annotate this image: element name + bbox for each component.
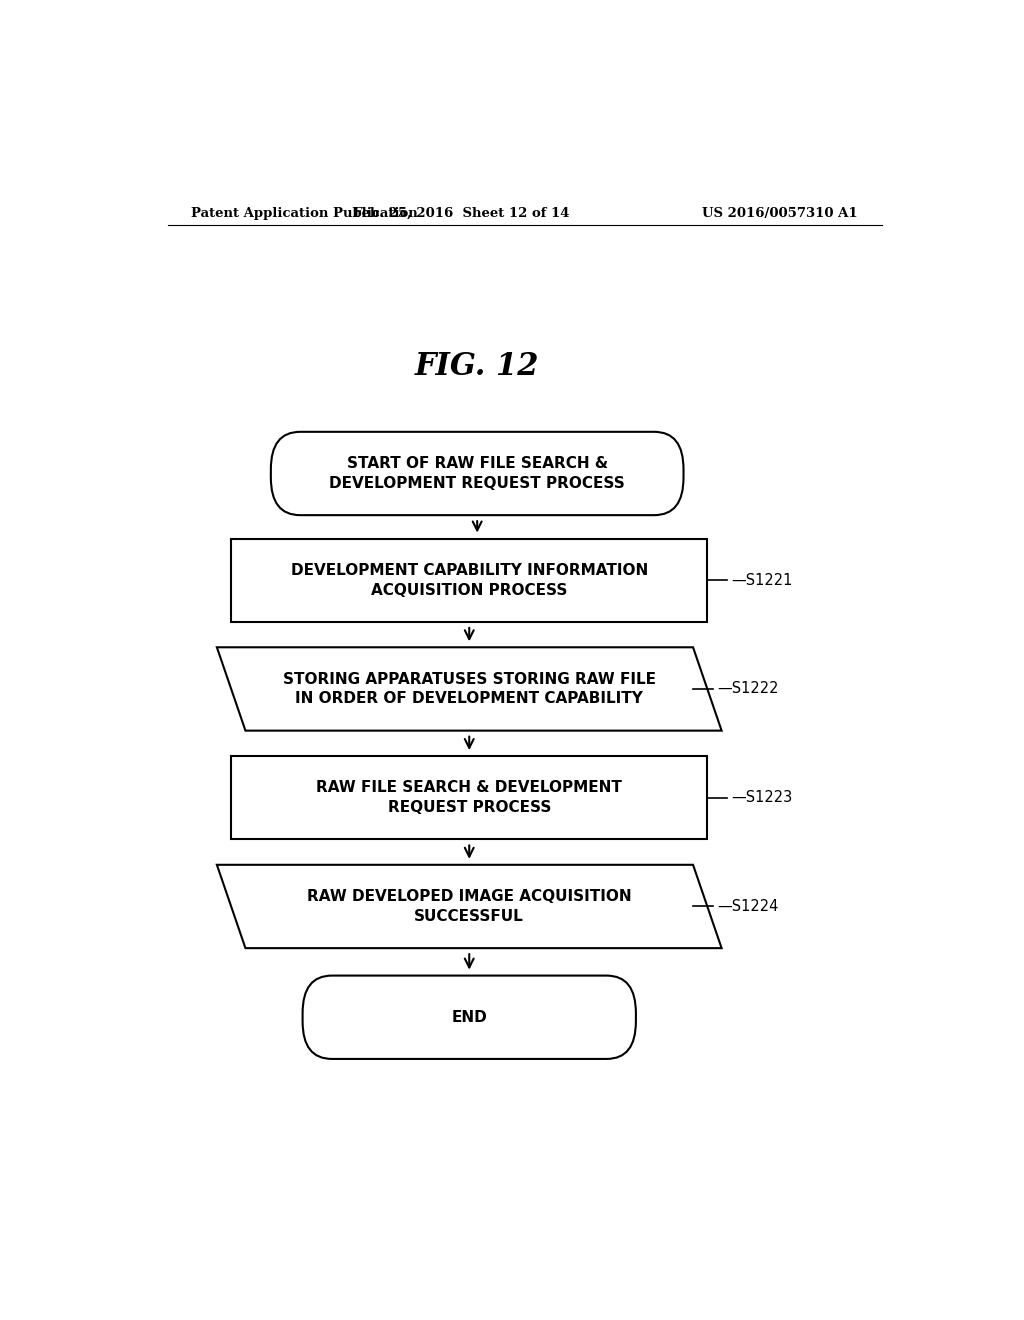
Text: Patent Application Publication: Patent Application Publication bbox=[191, 207, 418, 220]
Text: Feb. 25, 2016  Sheet 12 of 14: Feb. 25, 2016 Sheet 12 of 14 bbox=[353, 207, 569, 220]
Text: RAW DEVELOPED IMAGE ACQUISITION
SUCCESSFUL: RAW DEVELOPED IMAGE ACQUISITION SUCCESSF… bbox=[307, 890, 632, 924]
Text: —S1221: —S1221 bbox=[731, 573, 793, 587]
Text: DEVELOPMENT CAPABILITY INFORMATION
ACQUISITION PROCESS: DEVELOPMENT CAPABILITY INFORMATION ACQUI… bbox=[291, 562, 648, 598]
Text: RAW FILE SEARCH & DEVELOPMENT
REQUEST PROCESS: RAW FILE SEARCH & DEVELOPMENT REQUEST PR… bbox=[316, 780, 623, 816]
Bar bbox=[231, 539, 708, 622]
Text: START OF RAW FILE SEARCH &
DEVELOPMENT REQUEST PROCESS: START OF RAW FILE SEARCH & DEVELOPMENT R… bbox=[330, 457, 625, 491]
FancyBboxPatch shape bbox=[303, 975, 636, 1059]
Text: —S1223: —S1223 bbox=[731, 791, 793, 805]
Text: US 2016/0057310 A1: US 2016/0057310 A1 bbox=[702, 207, 858, 220]
Polygon shape bbox=[217, 865, 722, 948]
Polygon shape bbox=[217, 647, 722, 731]
Text: —S1222: —S1222 bbox=[717, 681, 778, 697]
Bar bbox=[231, 756, 708, 840]
FancyBboxPatch shape bbox=[270, 432, 684, 515]
Text: FIG. 12: FIG. 12 bbox=[415, 351, 540, 383]
Text: STORING APPARATUSES STORING RAW FILE
IN ORDER OF DEVELOPMENT CAPABILITY: STORING APPARATUSES STORING RAW FILE IN … bbox=[283, 672, 655, 706]
Text: END: END bbox=[452, 1010, 487, 1024]
Text: —S1224: —S1224 bbox=[717, 899, 778, 913]
